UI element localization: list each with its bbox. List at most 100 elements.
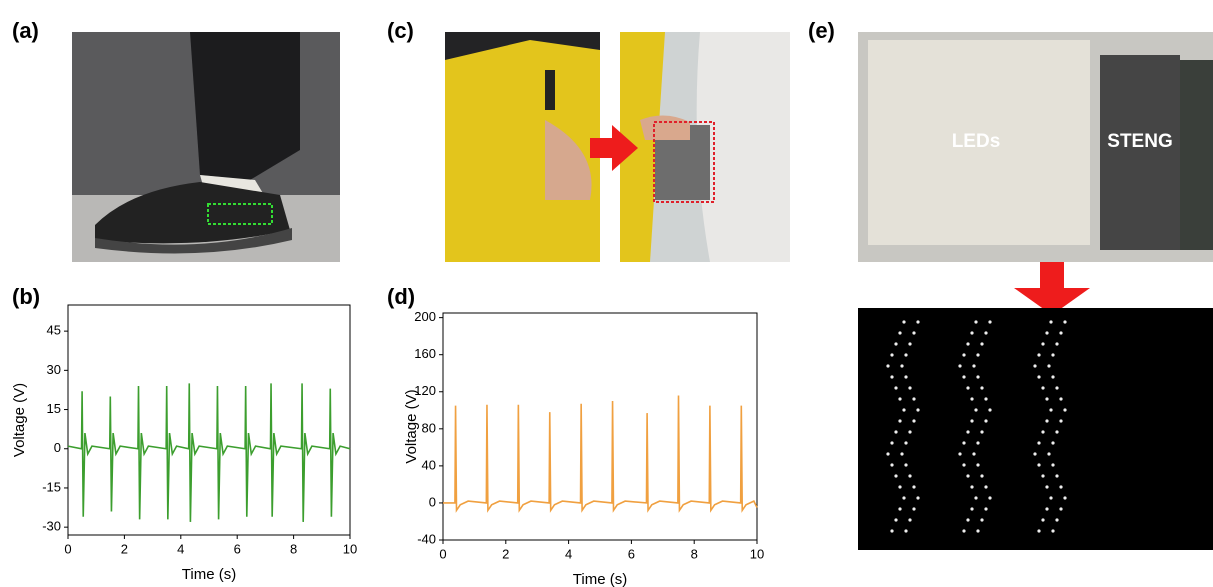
led-dot (1063, 408, 1067, 412)
led-dot (904, 375, 908, 379)
y-axis-label: Voltage (V) (11, 383, 28, 457)
led-dot (908, 342, 912, 346)
led-dot (1037, 353, 1041, 357)
led-dot (1041, 518, 1045, 522)
led-dot (988, 496, 992, 500)
led-dot (984, 397, 988, 401)
y-tick-label: 80 (422, 420, 436, 435)
led-dot (916, 320, 920, 324)
led-dot (908, 518, 912, 522)
led-dot (898, 419, 902, 423)
led-dot (1051, 529, 1055, 533)
led-dot (976, 529, 980, 533)
led-dot (1051, 353, 1055, 357)
y-tick-label: 40 (422, 457, 436, 472)
led-dot (976, 463, 980, 467)
led-dot (898, 331, 902, 335)
photo-sandal (72, 32, 340, 262)
led-dot (976, 375, 980, 379)
y-tick-label: -30 (42, 519, 61, 534)
led-dot (902, 496, 906, 500)
led-dot (962, 353, 966, 357)
led-dot (1055, 474, 1059, 478)
led-dot (1051, 441, 1055, 445)
y-tick-label: 30 (47, 362, 61, 377)
signal-line (443, 395, 758, 513)
led-dot (1055, 430, 1059, 434)
led-dot (962, 441, 966, 445)
led-dot (980, 386, 984, 390)
led-dot (958, 364, 962, 368)
plot-frame (67, 304, 351, 536)
led-dot (900, 452, 904, 456)
led-dot (886, 364, 890, 368)
led-dot (1041, 430, 1045, 434)
panel-label: (c) (387, 18, 414, 43)
led-dot (970, 507, 974, 511)
led-dot (890, 463, 894, 467)
led-dot (1037, 463, 1041, 467)
led-dot (894, 386, 898, 390)
photo-text: LEDs (952, 131, 1001, 152)
led-dot (976, 353, 980, 357)
led-dot (1045, 397, 1049, 401)
led-dot (966, 474, 970, 478)
led-dot (902, 408, 906, 412)
led-dot (1041, 342, 1045, 346)
led-dot (980, 342, 984, 346)
led-dot (908, 474, 912, 478)
led-dot (1033, 364, 1037, 368)
led-dot (1059, 397, 1063, 401)
led-dot (1041, 386, 1045, 390)
led-dot (1045, 419, 1049, 423)
led-dot (1037, 375, 1041, 379)
led-dot (1051, 463, 1055, 467)
led-dot (980, 430, 984, 434)
x-tick-label: 6 (234, 541, 241, 556)
led-dot (894, 430, 898, 434)
led-dot (970, 331, 974, 335)
led-dot (1063, 320, 1067, 324)
led-dot (988, 320, 992, 324)
led-dot (890, 375, 894, 379)
y-tick-label: 120 (414, 383, 436, 398)
x-tick-label: 10 (343, 541, 357, 556)
x-tick-label: 4 (565, 546, 572, 561)
led-dot (1063, 496, 1067, 500)
y-tick-label: -40 (417, 531, 436, 546)
led-dot (894, 342, 898, 346)
x-tick-label: 10 (750, 546, 764, 561)
led-dot (1049, 408, 1053, 412)
y-tick-label: -15 (42, 479, 61, 494)
led-dots (886, 320, 1067, 533)
led-dot (1059, 485, 1063, 489)
led-dot (912, 507, 916, 511)
led-dot (962, 529, 966, 533)
photo-text: STENG (1107, 131, 1172, 152)
plot-frame (442, 312, 758, 541)
led-dot (904, 463, 908, 467)
led-dot (1045, 485, 1049, 489)
led-dot (966, 386, 970, 390)
panel-label: (d) (387, 284, 415, 309)
photo-jacket (445, 32, 790, 262)
led-dot (972, 452, 976, 456)
led-dot (916, 496, 920, 500)
led-dot (1037, 529, 1041, 533)
led-dot (908, 386, 912, 390)
led-dot (912, 485, 916, 489)
led-dot (894, 518, 898, 522)
led-dot (980, 474, 984, 478)
led-dot (974, 320, 978, 324)
x-tick-label: 2 (121, 541, 128, 556)
led-dot (974, 496, 978, 500)
led-dot (966, 518, 970, 522)
led-dot (962, 463, 966, 467)
led-dot (1059, 419, 1063, 423)
led-dot (984, 331, 988, 335)
x-tick-label: 2 (502, 546, 509, 561)
led-dot (1055, 386, 1059, 390)
led-dot (970, 419, 974, 423)
